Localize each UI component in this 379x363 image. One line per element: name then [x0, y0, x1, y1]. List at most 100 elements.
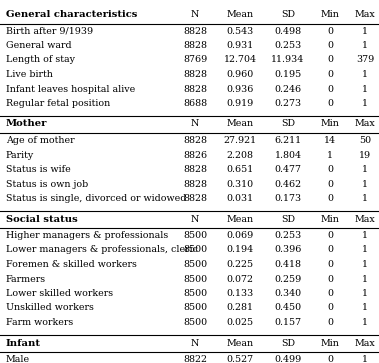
- Text: 0: 0: [327, 260, 333, 269]
- Text: 0.195: 0.195: [274, 70, 302, 79]
- Text: 8688: 8688: [183, 99, 207, 108]
- Text: 0.194: 0.194: [226, 245, 254, 254]
- Text: 0.499: 0.499: [274, 355, 302, 363]
- Text: 50: 50: [359, 136, 371, 145]
- Text: 1: 1: [362, 194, 368, 203]
- Text: 1: 1: [362, 99, 368, 108]
- Text: 8828: 8828: [183, 41, 207, 50]
- Text: 0.418: 0.418: [274, 260, 302, 269]
- Text: 1: 1: [362, 245, 368, 254]
- Text: 0: 0: [327, 303, 333, 313]
- Text: Mean: Mean: [226, 10, 254, 19]
- Text: Birth after 9/1939: Birth after 9/1939: [6, 26, 93, 36]
- Text: 8828: 8828: [183, 136, 207, 145]
- Text: 0.462: 0.462: [274, 179, 302, 188]
- Text: 0: 0: [327, 231, 333, 240]
- Text: 0.173: 0.173: [274, 194, 302, 203]
- Text: 0: 0: [327, 41, 333, 50]
- Text: Infant: Infant: [6, 339, 41, 347]
- Text: Higher managers & professionals: Higher managers & professionals: [6, 231, 168, 240]
- Text: 19: 19: [359, 151, 371, 159]
- Text: 0.936: 0.936: [226, 85, 254, 94]
- Text: 8500: 8500: [183, 318, 207, 327]
- Text: 8828: 8828: [183, 85, 207, 94]
- Text: SD: SD: [281, 10, 295, 19]
- Text: 8500: 8500: [183, 274, 207, 284]
- Text: 8828: 8828: [183, 26, 207, 36]
- Text: 0.253: 0.253: [274, 231, 302, 240]
- Text: Min: Min: [321, 119, 340, 129]
- Text: 1: 1: [362, 274, 368, 284]
- Text: Min: Min: [321, 215, 340, 224]
- Text: 8500: 8500: [183, 231, 207, 240]
- Text: 1: 1: [362, 231, 368, 240]
- Text: Parity: Parity: [6, 151, 34, 159]
- Text: 8500: 8500: [183, 303, 207, 313]
- Text: 0: 0: [327, 318, 333, 327]
- Text: Farmers: Farmers: [6, 274, 46, 284]
- Text: Max: Max: [355, 339, 375, 347]
- Text: 0: 0: [327, 85, 333, 94]
- Text: 0.340: 0.340: [274, 289, 302, 298]
- Text: Status is wife: Status is wife: [6, 165, 71, 174]
- Text: 0.450: 0.450: [274, 303, 302, 313]
- Text: Live birth: Live birth: [6, 70, 53, 79]
- Text: 0: 0: [327, 99, 333, 108]
- Text: 0: 0: [327, 274, 333, 284]
- Text: 2.208: 2.208: [227, 151, 254, 159]
- Text: 0.543: 0.543: [226, 26, 254, 36]
- Text: 0: 0: [327, 179, 333, 188]
- Text: 1: 1: [362, 318, 368, 327]
- Text: 27.921: 27.921: [224, 136, 257, 145]
- Text: 8828: 8828: [183, 165, 207, 174]
- Text: Male: Male: [6, 355, 30, 363]
- Text: Infant leaves hospital alive: Infant leaves hospital alive: [6, 85, 135, 94]
- Text: Mother: Mother: [6, 119, 47, 129]
- Text: Length of stay: Length of stay: [6, 56, 75, 65]
- Text: 1: 1: [362, 85, 368, 94]
- Text: 0: 0: [327, 26, 333, 36]
- Text: 8500: 8500: [183, 289, 207, 298]
- Text: Mean: Mean: [226, 215, 254, 224]
- Text: Mean: Mean: [226, 339, 254, 347]
- Text: 0: 0: [327, 245, 333, 254]
- Text: 11.934: 11.934: [271, 56, 305, 65]
- Text: 8500: 8500: [183, 245, 207, 254]
- Text: 1: 1: [327, 151, 333, 159]
- Text: 0: 0: [327, 289, 333, 298]
- Text: 8828: 8828: [183, 70, 207, 79]
- Text: SD: SD: [281, 215, 295, 224]
- Text: N: N: [191, 119, 199, 129]
- Text: 1.804: 1.804: [274, 151, 302, 159]
- Text: 1: 1: [362, 355, 368, 363]
- Text: 0.477: 0.477: [274, 165, 302, 174]
- Text: N: N: [191, 215, 199, 224]
- Text: Max: Max: [355, 10, 375, 19]
- Text: 1: 1: [362, 70, 368, 79]
- Text: Lower managers & professionals, cleric: Lower managers & professionals, cleric: [6, 245, 198, 254]
- Text: 1: 1: [362, 179, 368, 188]
- Text: 0.931: 0.931: [226, 41, 254, 50]
- Text: 0.281: 0.281: [227, 303, 254, 313]
- Text: 0.396: 0.396: [274, 245, 302, 254]
- Text: 8769: 8769: [183, 56, 207, 65]
- Text: 0.072: 0.072: [227, 274, 254, 284]
- Text: Mean: Mean: [226, 119, 254, 129]
- Text: Unskilled workers: Unskilled workers: [6, 303, 94, 313]
- Text: 14: 14: [324, 136, 336, 145]
- Text: 0: 0: [327, 165, 333, 174]
- Text: Max: Max: [355, 119, 375, 129]
- Text: Max: Max: [355, 215, 375, 224]
- Text: 0: 0: [327, 194, 333, 203]
- Text: 0: 0: [327, 70, 333, 79]
- Text: 0.157: 0.157: [274, 318, 302, 327]
- Text: N: N: [191, 10, 199, 19]
- Text: Min: Min: [321, 339, 340, 347]
- Text: SD: SD: [281, 119, 295, 129]
- Text: Age of mother: Age of mother: [6, 136, 75, 145]
- Text: 379: 379: [356, 56, 374, 65]
- Text: Social status: Social status: [6, 215, 78, 224]
- Text: 1: 1: [362, 26, 368, 36]
- Text: Foremen & skilled workers: Foremen & skilled workers: [6, 260, 137, 269]
- Text: N: N: [191, 339, 199, 347]
